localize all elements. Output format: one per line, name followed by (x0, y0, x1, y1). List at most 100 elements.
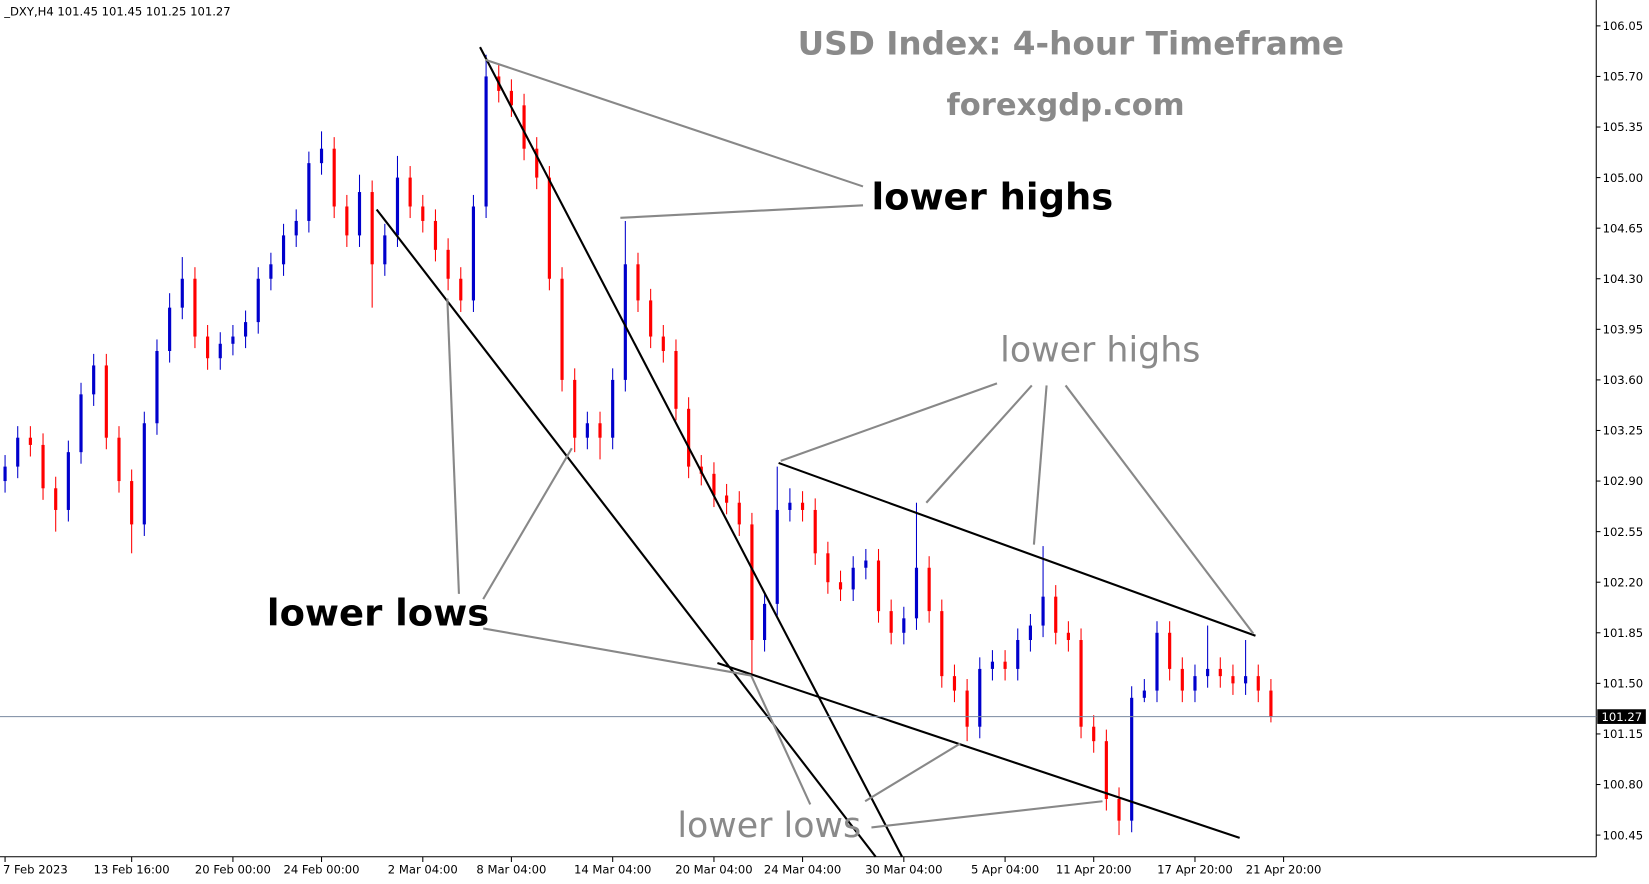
channel-line (479, 46, 903, 858)
candle-body (914, 567, 919, 619)
pointer-line (620, 204, 864, 219)
candle-body (446, 249, 450, 279)
annotation: lower lows (677, 806, 861, 846)
last-price-label: 101.27 (1602, 710, 1643, 724)
pointer-line (871, 800, 1103, 829)
y-tick-label: 104.65 (1603, 221, 1644, 235)
candle-body (256, 278, 260, 323)
candle-body (636, 264, 640, 301)
pointer-line (780, 382, 998, 462)
y-tick-label: 101.50 (1603, 677, 1644, 691)
candle-body (927, 567, 931, 612)
candle-body (332, 148, 336, 207)
candle-body (1028, 625, 1032, 641)
candle-body (1231, 676, 1235, 684)
candle-body (16, 437, 20, 467)
chart-subtitle: forexgdp.com (947, 88, 1185, 123)
pointer-line (1032, 385, 1048, 545)
candle-body (788, 502, 792, 510)
pointer-line (483, 627, 752, 677)
pointer-line (750, 675, 812, 805)
candle-body (623, 264, 627, 380)
candle-body (902, 618, 906, 633)
symbol-header: _DXY,H4 101.45 101.45 101.25 101.27 (3, 5, 230, 19)
x-tick-label: 2 Mar 04:00 (388, 863, 458, 877)
y-tick-label: 100.45 (1603, 828, 1644, 842)
candle-body (281, 235, 286, 265)
candle-body (585, 423, 589, 438)
candle-body (155, 351, 159, 424)
trend-lines (375, 46, 1256, 858)
y-tick-label: 101.15 (1603, 727, 1644, 741)
candle-body (459, 278, 463, 301)
candle-body (813, 509, 817, 554)
candle-body (193, 278, 197, 337)
y-tick-label: 103.60 (1603, 373, 1644, 387)
candle-body (1269, 690, 1273, 717)
pointer-line (925, 384, 1033, 504)
pointer-line (484, 58, 864, 188)
candle-body (800, 502, 805, 510)
candle-body (762, 603, 767, 641)
y-tick-label: 102.20 (1603, 575, 1644, 589)
candle-body (750, 524, 754, 641)
candle-body (851, 567, 855, 590)
candle-body (1016, 640, 1020, 669)
annotation: lower highs (871, 176, 1113, 219)
y-tick-label: 103.25 (1603, 424, 1644, 438)
candle-body (864, 560, 868, 568)
candle-body (737, 502, 741, 525)
candle-body (421, 206, 425, 221)
candle-body (598, 423, 602, 438)
x-tick-label: 21 Apr 20:00 (1246, 863, 1322, 877)
candle-body (1041, 596, 1045, 626)
candle-body (357, 192, 362, 236)
candle-body (168, 307, 172, 352)
candle-body (3, 466, 7, 482)
candle-body (130, 481, 134, 525)
x-tick-label: 20 Mar 04:00 (675, 863, 752, 877)
candle-body (1092, 726, 1096, 742)
candle-body (965, 690, 969, 727)
candle-body (243, 322, 248, 337)
candle-body (687, 408, 691, 467)
x-tick-label: 13 Feb 16:00 (94, 863, 170, 877)
candle-body (547, 177, 551, 279)
y-tick-label: 101.85 (1603, 626, 1644, 640)
candle-body (1218, 668, 1222, 677)
channel-line (717, 662, 1240, 839)
candle-body (41, 444, 45, 489)
candle-body (370, 192, 374, 265)
candle-body (433, 220, 438, 250)
candle-body (889, 611, 893, 633)
candle-body (952, 676, 957, 691)
channel-line (375, 208, 877, 858)
y-tick-label: 104.30 (1603, 272, 1644, 286)
candle-body (231, 336, 235, 344)
x-tick-label: 5 Apr 04:00 (971, 863, 1039, 877)
candle-body (978, 668, 982, 727)
annotation: lower lows (267, 591, 489, 634)
candle-body (1066, 632, 1070, 641)
candle-body (319, 148, 324, 164)
candle-body (1168, 632, 1172, 669)
candle-body (1130, 697, 1134, 821)
chart-title: USD Index: 4-hour Timeframe (798, 25, 1344, 63)
candle-body (180, 278, 184, 308)
candle-body (294, 220, 298, 236)
annotation: lower highs (1000, 330, 1200, 370)
candle-body (142, 423, 146, 525)
candle-body (1256, 676, 1260, 691)
x-tick-label: 24 Feb 00:00 (284, 863, 360, 877)
x-tick-label: 8 Mar 04:00 (476, 863, 546, 877)
candle-body (712, 473, 716, 496)
x-tick-label: 20 Feb 00:00 (195, 863, 271, 877)
candle-body (1155, 632, 1159, 691)
x-tick-label: 30 Mar 04:00 (865, 863, 942, 877)
candle-body (484, 76, 488, 207)
y-tick-label: 102.55 (1603, 525, 1644, 539)
candle-body (1117, 798, 1121, 821)
